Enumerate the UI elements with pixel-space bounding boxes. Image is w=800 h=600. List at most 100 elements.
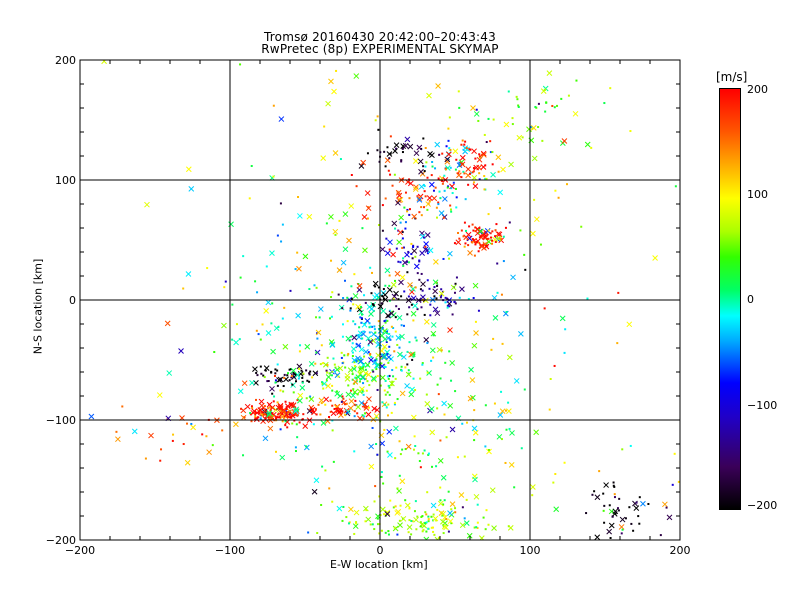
data-point-dot — [294, 450, 297, 453]
data-point-dot — [144, 457, 147, 460]
data-point-cross — [347, 405, 354, 411]
data-point-cross — [426, 370, 432, 376]
colorbar-tick-label: 0 — [747, 293, 754, 306]
data-point-cross — [412, 186, 419, 192]
data-point-dot — [320, 503, 323, 506]
data-point-dot — [431, 465, 434, 468]
data-point-dot — [326, 356, 329, 359]
data-point-dot — [435, 519, 438, 522]
data-point-dot — [383, 320, 386, 323]
data-point-cross — [509, 430, 515, 436]
data-point-dot — [250, 405, 253, 408]
data-point-cross — [553, 506, 560, 513]
data-point-cross — [446, 151, 452, 158]
data-point-dot — [354, 522, 357, 525]
data-point-dot — [315, 316, 318, 319]
data-point-dot — [289, 412, 292, 415]
data-point-cross — [438, 210, 445, 216]
data-point-dot — [397, 307, 400, 310]
data-point-cross — [359, 386, 365, 392]
data-point-cross — [321, 380, 328, 387]
data-point-cross — [395, 199, 401, 206]
data-point-cross — [406, 524, 413, 530]
data-point-dot — [375, 443, 378, 446]
data-point-dot — [325, 379, 328, 382]
data-point-dot — [422, 299, 425, 302]
data-point-cross — [313, 477, 320, 484]
data-point-dot — [380, 362, 383, 365]
data-point-dot — [344, 366, 347, 369]
data-point-dot — [319, 363, 322, 366]
data-point-dot — [190, 422, 193, 425]
data-point-dot — [387, 361, 390, 364]
data-point-dot — [463, 455, 466, 458]
data-point-dot — [437, 177, 440, 180]
data-point-dot — [342, 397, 345, 400]
data-point-dot — [427, 452, 430, 455]
data-point-cross — [328, 78, 334, 85]
data-point-dot — [368, 322, 371, 325]
data-point-dot — [273, 395, 276, 398]
data-point-dot — [421, 530, 424, 533]
data-point-cross — [166, 370, 173, 376]
data-point-cross — [404, 136, 411, 143]
data-point-dot — [392, 375, 395, 378]
data-point-dot — [494, 229, 497, 232]
colorbar-tick-label: 200 — [747, 83, 768, 96]
data-point-cross — [279, 413, 286, 420]
data-point-dot — [406, 363, 409, 366]
data-point-dot — [404, 448, 407, 451]
data-point-dot — [386, 319, 389, 322]
data-point-cross — [320, 420, 327, 426]
data-point-dot — [238, 338, 241, 341]
data-point-cross — [407, 180, 414, 187]
data-point-dot — [395, 147, 398, 150]
data-point-dot — [432, 189, 435, 192]
data-point-cross — [402, 259, 408, 266]
data-point-dot — [375, 368, 378, 371]
data-point-dot — [637, 515, 640, 518]
data-point-cross — [499, 408, 506, 415]
data-point-dot — [249, 413, 252, 416]
data-point-dot — [421, 515, 424, 518]
data-point-dot — [497, 170, 500, 173]
data-point-cross — [206, 449, 212, 456]
data-point-dot — [396, 398, 399, 401]
data-point-dot — [508, 427, 511, 430]
data-point-dot — [369, 353, 372, 356]
data-point-dot — [301, 376, 304, 379]
data-point-dot — [305, 397, 308, 400]
data-point-dot — [431, 160, 434, 163]
data-point-cross — [450, 284, 457, 291]
data-point-cross — [419, 230, 425, 237]
data-point-dot — [408, 507, 411, 510]
data-point-dot — [433, 286, 436, 289]
data-point-dot — [371, 369, 374, 372]
data-point-dot — [473, 181, 476, 184]
data-point-dot — [308, 373, 311, 376]
data-point-dot — [463, 517, 466, 520]
data-point-cross — [372, 294, 378, 301]
data-point-dot — [365, 509, 368, 512]
data-point-dot — [406, 350, 409, 353]
data-point-dot — [448, 350, 451, 353]
data-point-dot — [275, 416, 278, 419]
data-point-dot — [438, 153, 441, 156]
data-point-dot — [502, 235, 505, 238]
data-point-dot — [425, 530, 428, 533]
data-point-cross — [432, 279, 439, 286]
data-point-dot — [348, 521, 351, 524]
data-point-dot — [376, 115, 379, 118]
data-point-dot — [439, 197, 442, 200]
data-point-dot — [354, 376, 357, 379]
data-point-dot — [371, 426, 374, 429]
data-point-dot — [270, 411, 273, 414]
data-point-cross — [485, 238, 492, 245]
data-point-cross — [292, 408, 299, 415]
data-point-dot — [433, 295, 436, 298]
data-point-cross — [342, 246, 349, 253]
data-point-dot — [433, 533, 436, 536]
data-point-cross — [404, 383, 410, 389]
data-point-dot — [398, 440, 401, 443]
data-point-dot — [410, 520, 413, 523]
